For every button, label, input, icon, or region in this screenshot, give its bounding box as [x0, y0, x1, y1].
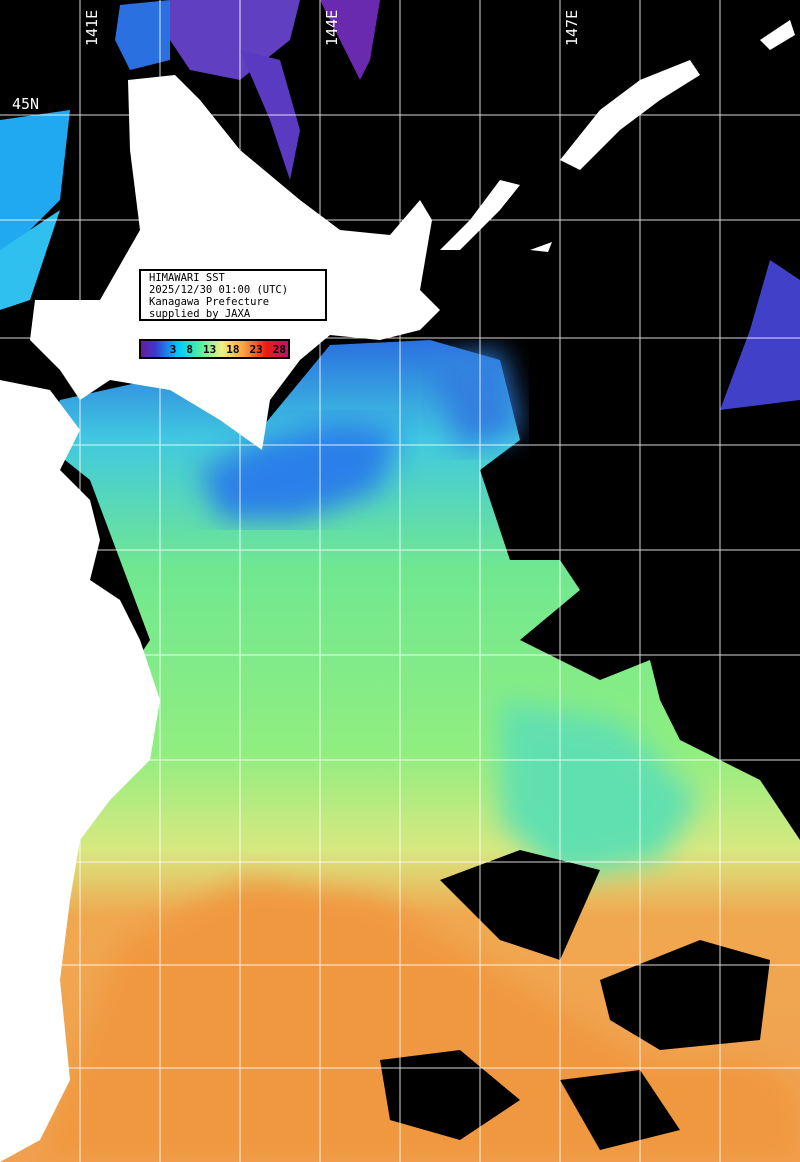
color-scale-legend: 3 8 13 18 23 28: [139, 339, 290, 359]
map-credit: supplied by JAXA: [149, 308, 251, 320]
map-title: HIMAWARI SST: [149, 272, 225, 284]
map-datetime: 2025/12/30 01:00 (UTC): [149, 284, 289, 296]
info-box: HIMAWARI SST 2025/12/30 01:00 (UTC) Kana…: [139, 269, 327, 321]
latitude-label-45n: 45N: [12, 95, 40, 113]
longitude-label-141e: 141E: [83, 9, 101, 46]
legend-tick: 13: [203, 342, 217, 356]
longitude-label-147e: 147E: [563, 9, 581, 46]
legend-tick: 18: [226, 342, 240, 356]
longitude-label-144e: 144E: [323, 9, 341, 46]
legend-tick: 28: [272, 342, 286, 356]
legend-tick: 23: [249, 342, 263, 356]
legend-tick: 8: [186, 342, 193, 356]
map-region: Kanagawa Prefecture: [149, 296, 270, 308]
legend-tick: 3: [169, 342, 177, 356]
